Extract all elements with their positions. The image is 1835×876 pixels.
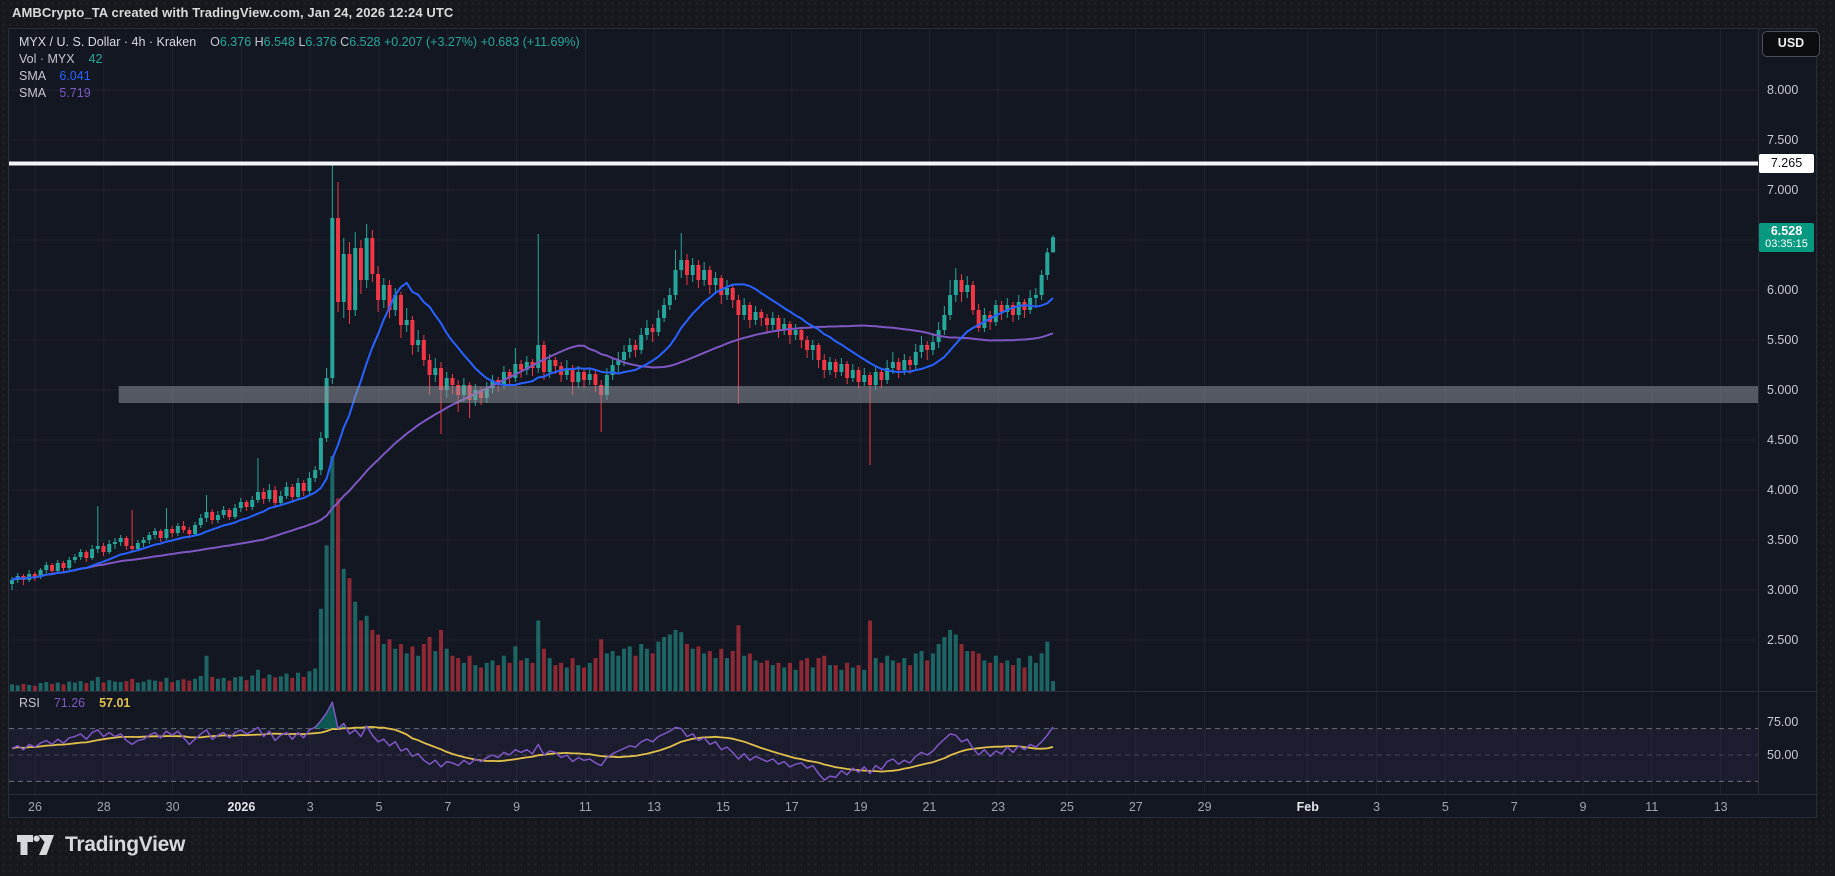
rsi-value: 71.26 <box>53 696 86 710</box>
low-label: L <box>298 35 306 49</box>
change-value: +0.207 (+3.27%) <box>383 35 478 49</box>
chart-card: MYX / U. S. Dollar · 4h · Kraken O6.376 … <box>8 28 1820 819</box>
time-axis-label: 17 <box>784 800 799 814</box>
price-pane[interactable] <box>9 29 1758 691</box>
currency-toggle-button[interactable]: USD <box>1762 31 1820 57</box>
symbol-title[interactable]: MYX / U. S. Dollar <box>19 35 121 49</box>
tradingview-logo-text: TradingView <box>65 833 186 856</box>
time-axis-label: 28 <box>96 800 111 814</box>
volume-label: Vol · MYX <box>19 52 75 66</box>
sma-fast-label: SMA <box>19 69 46 83</box>
open-value: 6.376 <box>219 35 252 49</box>
time-axis-label: 3 <box>1373 800 1381 814</box>
time-axis-label: 21 <box>922 800 937 814</box>
price-axis-label: 2.500 <box>1767 633 1799 647</box>
range-change-value: +0.683 (+11.69%) <box>480 35 580 49</box>
time-axis-label: 26 <box>28 800 42 814</box>
time-axis-label: 3 <box>306 800 314 814</box>
price-axis-label: 7.500 <box>1767 133 1799 147</box>
rsi-legend[interactable]: RSI 71.26 57.01 <box>19 695 130 712</box>
open-label: O <box>210 35 220 49</box>
time-axis-label: 13 <box>1713 800 1728 814</box>
time-axis-label: 23 <box>991 800 1006 814</box>
time-axis[interactable]: 26 28 30 2026 3 5 7 9 11 13 15 17 19 21 23 25 27 29 Feb 3 5 7… <box>9 795 1758 819</box>
time-axis-label: 9 <box>1579 800 1587 814</box>
time-axis-label: 27 <box>1128 800 1143 814</box>
sma-slow-value: 5.719 <box>59 86 91 100</box>
rsi-pane[interactable] <box>9 692 1758 795</box>
sma-slow-row[interactable]: SMA 5.719 <box>19 85 580 102</box>
close-label: C <box>340 35 350 49</box>
price-axis-label: 7.000 <box>1767 183 1799 197</box>
time-axis-label: 29 <box>1197 800 1212 814</box>
time-axis-label: 19 <box>853 800 868 814</box>
rsi-axis-label: 50.00 <box>1767 748 1799 762</box>
time-axis-label: 11 <box>578 800 592 814</box>
tradingview-logo[interactable]: TradingView <box>16 828 185 862</box>
time-axis-divider <box>9 794 1817 795</box>
sma-fast-row[interactable]: SMA 6.041 <box>19 68 580 85</box>
volume-value: 42 <box>88 52 103 66</box>
time-axis-label: 5 <box>375 800 383 814</box>
time-axis-label: Feb <box>1296 800 1319 814</box>
candle-countdown: 03:35:15 <box>1765 238 1808 251</box>
price-axis-label: 4.500 <box>1767 433 1799 447</box>
price-axis-label: 5.500 <box>1767 333 1799 347</box>
last-price-tag: 6.528 03:35:15 <box>1759 223 1814 253</box>
high-value: 6.548 <box>263 35 295 49</box>
time-axis-label: 2026 <box>227 800 256 814</box>
legend: MYX / U. S. Dollar · 4h · Kraken O6.376 … <box>19 34 580 102</box>
pane-divider[interactable] <box>9 691 1817 692</box>
price-axis-label: 3.500 <box>1767 533 1799 547</box>
time-axis-label: 15 <box>716 800 730 814</box>
time-axis-label: 7 <box>1510 800 1518 814</box>
time-axis-label: 11 <box>1645 800 1659 814</box>
rsi-ma-value: 57.01 <box>99 696 131 710</box>
sma-slow-label: SMA <box>19 86 46 100</box>
price-axis-label: 4.000 <box>1767 483 1799 497</box>
price-axis-divider <box>1758 29 1759 795</box>
time-axis-label: 7 <box>444 800 452 814</box>
time-axis-label: 30 <box>165 800 180 814</box>
high-label: H <box>254 35 264 49</box>
low-value: 6.376 <box>305 35 337 49</box>
price-axis[interactable]: USD 7.265 6.528 03:35:15 8.000 7.500 7.000… <box>1759 29 1820 795</box>
time-axis-label: 25 <box>1060 800 1074 814</box>
rsi-label: RSI <box>19 696 40 710</box>
last-price-value: 6.528 <box>1770 224 1803 239</box>
tradingview-logo-icon <box>17 835 54 855</box>
close-value: 6.528 <box>349 35 381 49</box>
time-axis-label: 13 <box>647 800 662 814</box>
price-axis-label: 8.000 <box>1767 83 1799 97</box>
rsi-axis-label: 75.00 <box>1767 715 1799 729</box>
symbol-row[interactable]: MYX / U. S. Dollar · 4h · Kraken O6.376 … <box>19 34 580 51</box>
time-axis-label: 9 <box>513 800 521 814</box>
sma-fast-value: 6.041 <box>59 69 91 83</box>
symbol-meta: · 4h · Kraken <box>123 35 197 49</box>
volume-row[interactable]: Vol · MYX 42 <box>19 51 580 68</box>
price-axis-label: 3.000 <box>1767 583 1799 597</box>
price-axis-label: 5.000 <box>1767 383 1799 397</box>
time-axis-label: 5 <box>1441 800 1449 814</box>
resistance-line-price-tag: 7.265 <box>1759 153 1814 173</box>
price-axis-label: 6.000 <box>1767 283 1799 297</box>
watermark-title: AMBCrypto_TA created with TradingView.co… <box>12 5 454 20</box>
